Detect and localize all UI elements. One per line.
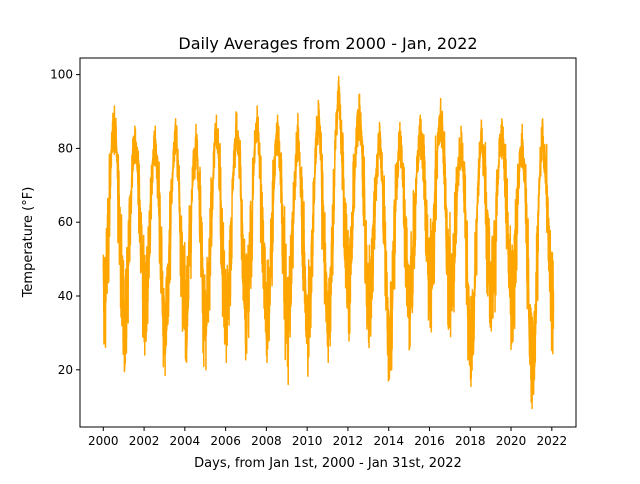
x-tick-label: 2014: [373, 434, 404, 448]
y-tick-label: 20: [58, 363, 73, 377]
chart-title: Daily Averages from 2000 - Jan, 2022: [178, 34, 477, 53]
y-tick-label: 100: [50, 68, 73, 82]
plot-frame: [79, 57, 577, 428]
x-tick-label: 2016: [414, 434, 445, 448]
y-axis: 20 40 60 80 100: [50, 68, 80, 377]
x-tick-label: 2010: [292, 434, 323, 448]
x-tick-label: 2022: [537, 434, 568, 448]
x-tick-label: 2000: [88, 434, 119, 448]
x-tick-label: 2004: [170, 434, 201, 448]
x-axis: 2000 2002 2004 2006 2008 2010 2012 2014 2016 2018…: [88, 427, 567, 448]
x-axis-label: Days, from Jan 1st, 2000 - Jan 31st, 202…: [194, 456, 462, 471]
temperature-series-line: [102, 75, 555, 410]
x-tick-label: 2020: [496, 434, 527, 448]
x-tick-label: 2008: [251, 434, 282, 448]
x-tick-label: 2018: [455, 434, 486, 448]
x-tick-label: 2012: [333, 434, 364, 448]
y-tick-label: 60: [58, 215, 73, 229]
y-tick-label: 80: [58, 141, 73, 155]
x-tick-label: 2006: [210, 434, 241, 448]
plot-area: [102, 75, 555, 410]
x-tick-label: 2002: [129, 434, 160, 448]
y-tick-label: 40: [58, 289, 73, 303]
y-axis-label: Temperature (°F): [21, 187, 36, 299]
